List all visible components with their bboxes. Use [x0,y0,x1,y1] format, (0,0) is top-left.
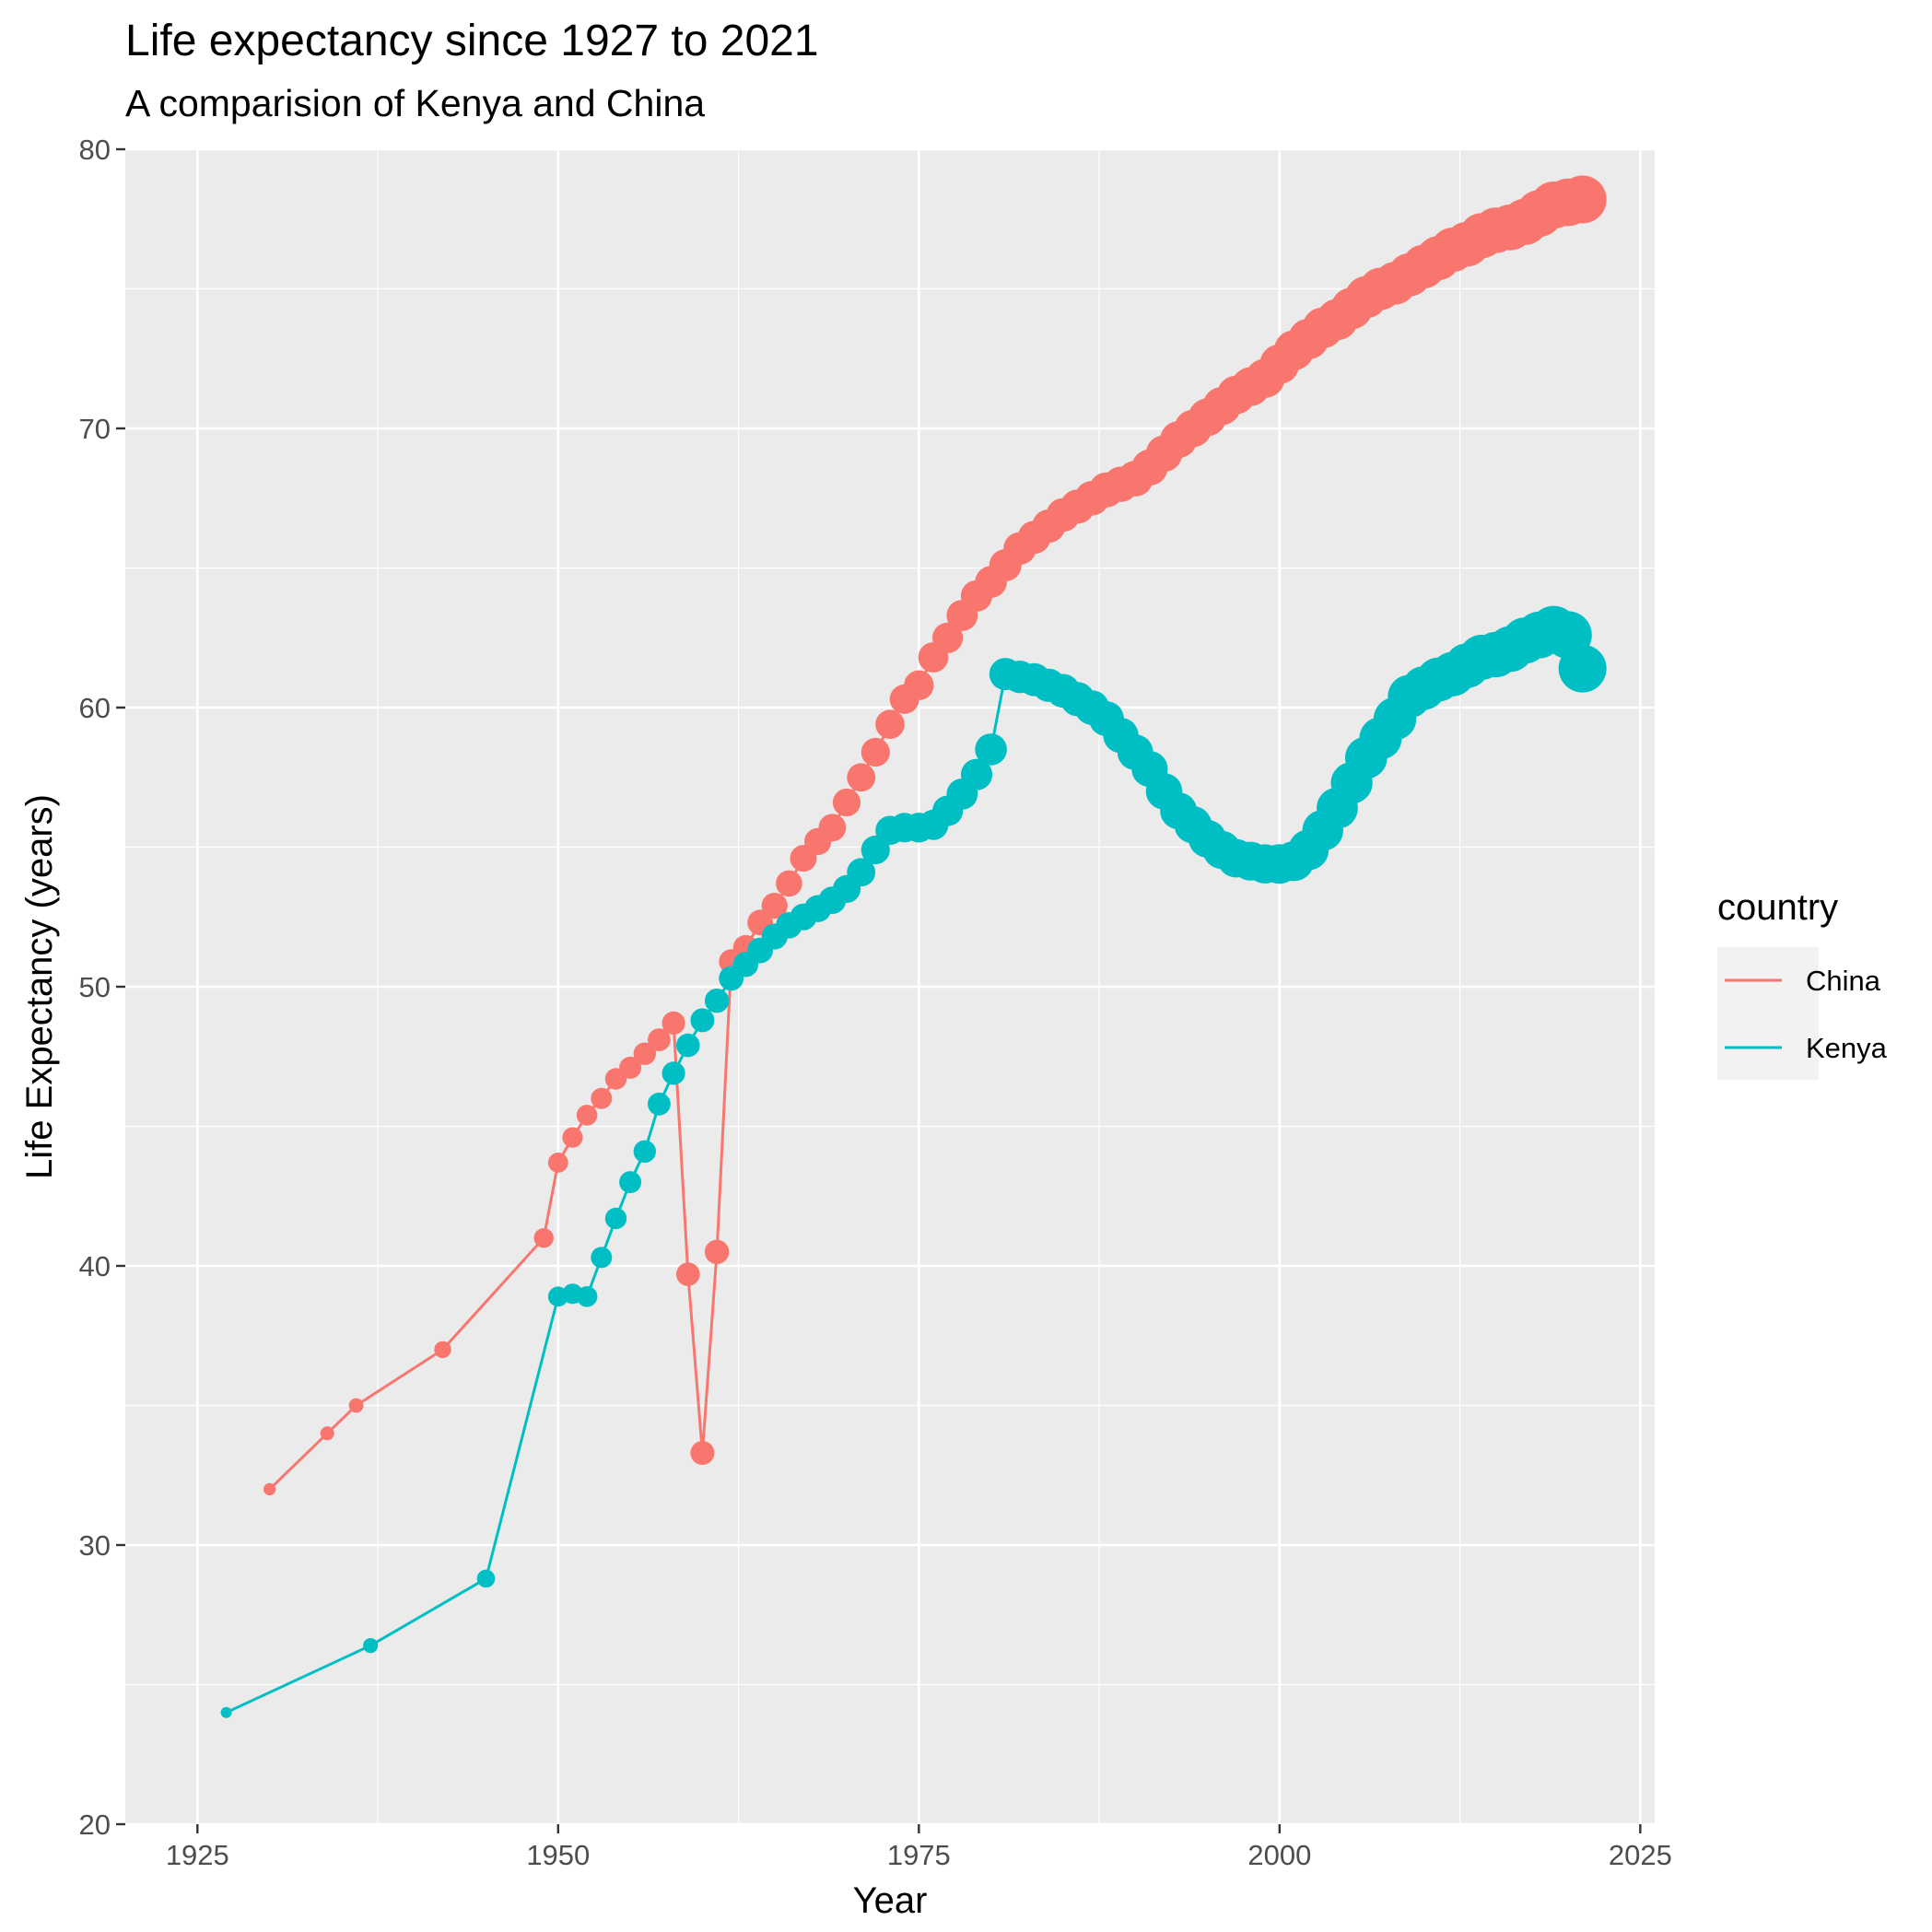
data-point-kenya [975,733,1007,766]
data-point-china [676,1262,700,1286]
y-tick-label: 60 [79,692,111,724]
data-point-china [861,737,890,767]
legend: country China Kenya [1717,887,1888,1080]
series-kenya [220,605,1607,1718]
y-tick-label: 50 [79,971,111,1003]
data-point-china [875,709,905,739]
series-layer [220,175,1607,1718]
data-point-kenya [648,1092,671,1116]
grid-lines [125,147,1655,1826]
x-tick-label: 1950 [526,1839,590,1871]
data-point-china [348,1398,364,1413]
data-point-china [263,1482,276,1495]
data-point-china [832,788,861,817]
data-point-china [932,622,964,653]
legend-label-kenya: Kenya [1806,1032,1888,1064]
data-point-china [818,814,847,842]
data-point-china [761,893,788,919]
chart-subtitle: A comparision of Kenya and China [125,82,705,124]
data-point-kenya [662,1061,685,1085]
data-point-china [320,1426,334,1441]
legend-title: country [1717,887,1838,928]
data-point-kenya [704,989,730,1013]
data-point-kenya [676,1033,700,1058]
data-point-china [1558,175,1607,224]
data-point-kenya [363,1638,379,1654]
data-point-china [562,1127,583,1148]
data-point-kenya [1558,644,1607,693]
series-china [263,175,1607,1495]
y-tick-label: 40 [79,1250,111,1282]
data-point-china [648,1028,671,1051]
legend-keys-background [1717,947,1819,1080]
chart-title: Life expectancy since 1927 to 2021 [125,17,819,65]
legend-label-china: China [1806,965,1881,997]
data-point-china [633,1042,656,1065]
data-point-kenya [633,1140,656,1164]
x-tick-label: 1975 [887,1839,951,1871]
data-point-china [533,1228,554,1248]
data-point-china [576,1105,598,1126]
data-point-kenya [960,758,993,790]
y-tick-label: 80 [79,134,111,166]
y-tick-label: 20 [79,1809,111,1841]
data-point-kenya [690,1008,715,1033]
data-point-china [776,870,802,897]
data-point-china [690,1441,715,1465]
y-tick-label: 30 [79,1529,111,1562]
x-tick-label: 2025 [1609,1839,1672,1871]
data-point-kenya [847,858,876,887]
y-axis-title: Life Expectancy (years) [19,794,60,1179]
data-point-kenya [220,1706,232,1718]
data-point-china [904,670,934,700]
data-point-kenya [591,1247,613,1269]
y-tick-label: 70 [79,413,111,445]
data-point-china [547,1153,568,1173]
x-axis-title: Year [853,1880,928,1921]
data-point-kenya [576,1286,598,1307]
x-tick-label: 2000 [1247,1839,1311,1871]
data-point-china [591,1087,613,1109]
data-point-china [619,1056,642,1079]
data-point-china [662,1011,685,1035]
data-point-kenya [619,1171,642,1194]
x-tick-label: 1925 [166,1839,229,1871]
data-point-china [434,1341,451,1359]
data-point-kenya [476,1569,496,1588]
data-point-china [704,1239,730,1265]
axes: 1925 1950 1975 2000 2025 20 30 40 50 60 70 80 [79,134,1672,1871]
data-point-china [847,763,876,792]
data-point-kenya [604,1207,627,1230]
